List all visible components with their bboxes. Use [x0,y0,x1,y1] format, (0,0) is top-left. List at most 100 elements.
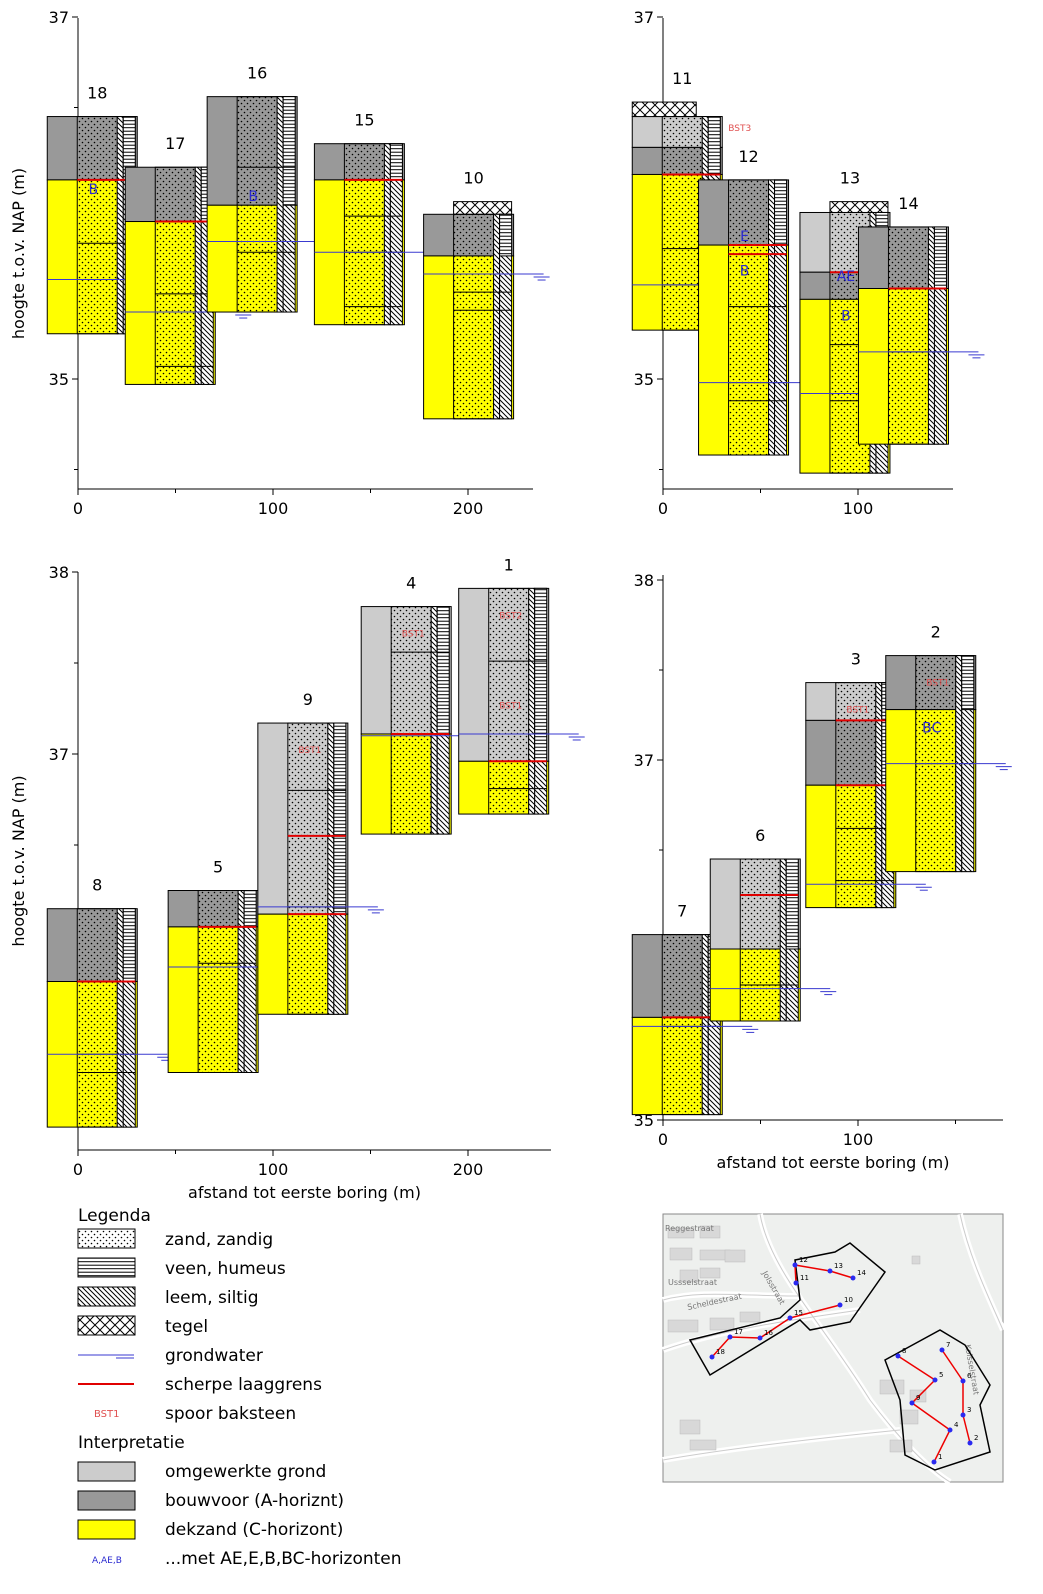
map-boring-point [932,1377,938,1383]
map-boring-point [709,1354,715,1360]
y-tick-label: 35 [634,370,654,389]
map-boring-point [967,1440,973,1446]
peat-column [122,908,136,983]
x-tick-label: 100 [258,1160,289,1179]
boring-label: 9 [303,690,313,709]
boring-1: 1 BST2 BST1 [458,555,585,815]
map-boring-point [960,1378,966,1384]
map-boring-point [827,1268,833,1274]
x-tick-label: 0 [658,1130,668,1149]
map-point-label: 5 [939,1371,943,1379]
map-point-label: 18 [716,1348,725,1356]
y-tick-label: 37 [49,745,69,764]
map-point-label: 4 [954,1421,959,1429]
panel-tl: 3736350100200hoogte t.o.v. NAP (m) [9,8,533,518]
map-transect-line [911,1379,936,1404]
map-point-label: 9 [916,1394,920,1402]
x-tick-label: 200 [453,1160,484,1179]
y-tick-label: 38 [49,563,69,582]
silt-column [528,587,536,815]
silt-column [327,722,335,1015]
silt-column [383,143,391,326]
map-building [669,1247,693,1261]
y-tick-label: 37 [634,751,654,770]
peat-column [961,655,975,711]
sand-column [76,908,118,1128]
map-building [889,1439,913,1453]
legend-item: leem, siltig [77,1286,259,1308]
map-point-label: 10 [844,1296,853,1304]
map-point-label: 8 [902,1347,906,1355]
sand-column [343,143,385,326]
legend-label: scherpe laaggrens [165,1375,322,1395]
map-transect-line [789,1304,841,1319]
map-boring-point [909,1400,915,1406]
map-boring-point [939,1347,945,1353]
legend-horizontal-lines-pattern [77,1257,136,1278]
silt-column [701,934,709,1116]
silt-column [768,179,776,456]
sand-column [835,682,877,909]
x-tick-label: 0 [73,499,83,518]
legend-label: tegel [165,1317,208,1337]
sand-column [661,934,703,1116]
silt-column [194,166,202,385]
peat-column [933,226,947,290]
legend-item: zand, zandig [77,1228,273,1250]
horizon-label: E [740,229,749,245]
boring-10: 10 [423,169,550,420]
silt-column [779,858,787,1022]
silt-column [875,682,883,909]
map-building [709,1317,735,1331]
boring-label: 16 [247,64,267,83]
map-building [667,1227,695,1239]
map-point-label: 3 [967,1406,971,1414]
map-point-label: 14 [857,1269,866,1277]
silt-column [493,213,501,420]
map-building [679,1419,701,1435]
map-building [899,1409,919,1425]
peat-column [282,96,296,206]
map-transect-line [933,1429,951,1463]
y-axis-label: hoogte t.o.v. NAP (m) [9,168,28,339]
boring-label: 5 [213,858,223,877]
x-axis-label: afstand tot eerste boring (m) [717,1153,950,1172]
map-transect-line [794,1264,831,1272]
legend-label: grondwater [165,1346,263,1366]
peat-column [333,722,347,915]
legend-cross-hatch-pattern [77,1315,136,1336]
map-building [724,1249,746,1263]
map-point-label: 16 [764,1329,773,1337]
y-tick-label: 35 [49,370,69,389]
boring-4: 4 BST1 [360,574,488,835]
boring-16: 16 B [206,64,334,313]
peat-column [499,213,513,257]
boring-label: 17 [165,134,185,153]
map-boring-point [931,1459,937,1465]
map-boring-point [792,1262,798,1268]
interp-item: omgewerkte grond [77,1461,326,1482]
map-transect-line [829,1270,854,1279]
brick-label: BST1 [402,630,425,640]
tile-layer [453,201,513,215]
map-transect-line [729,1336,761,1339]
horizon-label: B [248,189,258,205]
map-point-label: 1 [938,1453,942,1461]
legend-item: tegel [77,1315,208,1337]
map-point-label: 12 [799,1256,808,1264]
brick-label: BST1 [499,701,522,711]
map-transect-line [962,1414,971,1444]
tile-layer [829,201,889,213]
map-boring-point [850,1275,856,1281]
sand-column [661,116,703,331]
map-building [739,1311,761,1323]
sand-column [453,213,495,420]
horizon-label: B [841,309,851,325]
boring-label: 14 [898,194,918,213]
map-boring-point [837,1302,843,1308]
peat-column [243,890,257,928]
horizon-label: AE [837,269,855,285]
horizon-label: BC [922,721,941,737]
brick-label: BST1 [926,679,949,689]
